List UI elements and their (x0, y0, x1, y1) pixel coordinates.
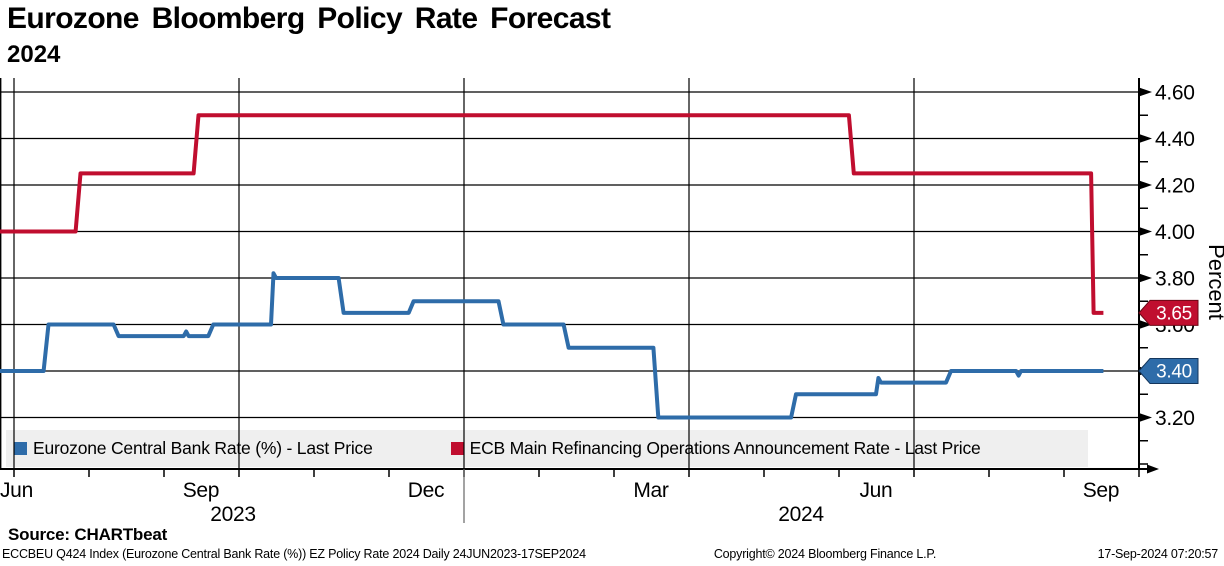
legend: Eurozone Central Bank Rate (%) - Last Pr… (6, 430, 1088, 467)
source-label: Source: CHARTbeat (8, 525, 168, 544)
x-month-label: Sep (183, 479, 219, 502)
legend-item-eurozone-central-bank-rate[interactable]: Eurozone Central Bank Rate (%) - Last Pr… (14, 438, 373, 459)
y-tick-label: 4.40 (1155, 128, 1195, 151)
footer-index-info: ECCBEU Q424 Index (Eurozone Central Bank… (2, 547, 586, 561)
legend-item-ecb-main-refinancing-rate[interactable]: ECB Main Refinancing Operations Announce… (450, 438, 981, 459)
x-month-label: Jun (859, 479, 892, 502)
x-month-label: Sep (1083, 479, 1119, 502)
y-tick-label: 3.80 (1155, 268, 1195, 291)
y-axis-title: Percent (1204, 244, 1224, 320)
x-month-label: Jun (0, 479, 33, 502)
y-tick-arrow (1139, 413, 1152, 422)
series-line-eurozone-central-bank-rate (0, 271, 1104, 420)
x-year-label: 2024 (778, 503, 824, 526)
legend-swatch-red (450, 442, 464, 455)
y-tick-arrow (1139, 180, 1152, 190)
last-price-badge-label: 3.65 (1156, 303, 1192, 324)
chart-title: Eurozone Bloomberg Policy Rate Forecast (7, 2, 611, 35)
x-year-label: 2023 (210, 503, 256, 526)
y-tick-label: 3.20 (1155, 407, 1195, 430)
y-tick-arrow (1139, 366, 1152, 376)
y-tick-arrow (1139, 87, 1152, 97)
last-price-badges: 3.40 3.65 (1138, 299, 1199, 384)
y-tick-label: 4.60 (1155, 82, 1195, 105)
y-axis-labels: 3.20 3.40 3.60 3.80 4.00 4.20 4.40 4.60 (1155, 82, 1195, 431)
y-tick-arrow (1139, 320, 1152, 329)
y-tick-label: 3.40 (1155, 361, 1195, 384)
last-price-badge-blue (1138, 358, 1199, 384)
footer-timestamp: 17-Sep-2024 07:20:57 (1097, 547, 1219, 561)
y-tick-label: 4.00 (1155, 221, 1195, 244)
y-tick-label: 3.60 (1155, 314, 1195, 337)
chart-subtitle: 2024 (7, 41, 61, 68)
legend-label-eurozone-central-bank-rate: Eurozone Central Bank Rate (%) - Last Pr… (33, 438, 373, 458)
vertical-gridlines (13, 78, 915, 469)
y-tick-arrow (1139, 273, 1152, 283)
last-price-badge-red (1138, 299, 1199, 326)
series-line-ecb-main-refinancing-rate (0, 113, 1104, 315)
footer-copyright: Copyright© 2024 Bloomberg Finance L.P. (713, 547, 937, 561)
x-month-label: Mar (633, 479, 669, 502)
footer: ECCBEU Q424 Index (Eurozone Central Bank… (0, 547, 1224, 564)
y-tick-label: 4.20 (1155, 175, 1195, 198)
series-lines (0, 113, 1104, 420)
legend-swatch-blue (14, 442, 27, 455)
y-tick-arrow (1139, 134, 1152, 143)
y-tick-arrow (1139, 227, 1152, 236)
legend-label-ecb-main-refinancing-rate: ECB Main Refinancing Operations Announce… (469, 438, 981, 458)
horizontal-gridlines (0, 91, 1139, 419)
last-price-badge-label: 3.40 (1156, 362, 1192, 383)
x-month-label: Dec (408, 479, 444, 502)
x-axis-arrow (1147, 464, 1159, 474)
